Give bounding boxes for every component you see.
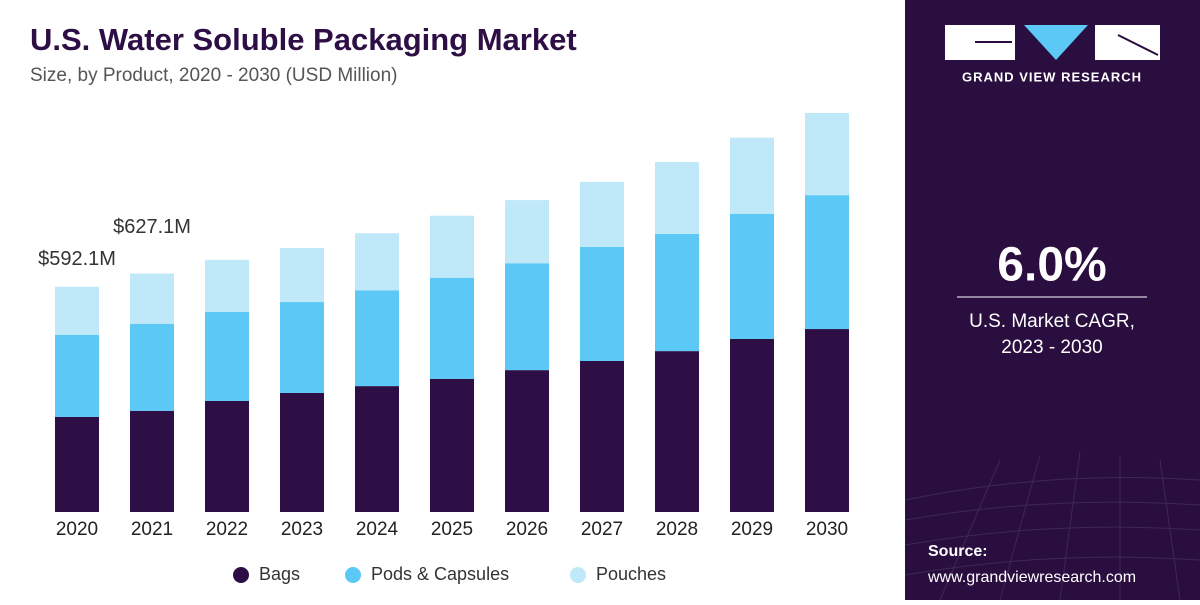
cagr-value: 6.0% — [997, 239, 1106, 292]
chart-subtitle: Size, by Product, 2020 - 2030 (USD Milli… — [30, 65, 398, 86]
bar-segment — [130, 410, 174, 512]
bar-segment — [130, 273, 174, 324]
legend-label: Bags — [259, 564, 300, 584]
bar-segment — [730, 213, 774, 339]
legend-marker — [233, 567, 249, 583]
logo-block — [1095, 25, 1160, 60]
bar-segment — [280, 392, 324, 512]
bar-segment — [205, 259, 249, 312]
source-title: Source: — [928, 543, 988, 560]
bar-segment — [280, 248, 324, 303]
logo-block — [1117, 34, 1159, 56]
bar-segment — [355, 290, 399, 387]
bar-segment — [55, 334, 99, 417]
bar-segment — [430, 378, 474, 512]
bar-segment — [655, 233, 699, 352]
sidebar — [905, 0, 1200, 600]
cagr-label: U.S. Market CAGR, — [969, 311, 1135, 332]
bar-segment — [55, 416, 99, 512]
bar-segment — [580, 360, 624, 512]
x-tick-label: 2024 — [356, 519, 399, 540]
bar-segment — [505, 200, 549, 264]
bar-segment — [430, 277, 474, 379]
bar-segment — [205, 311, 249, 401]
value-label: $627.1M — [113, 216, 191, 238]
x-tick-label: 2025 — [431, 519, 473, 540]
x-tick-label: 2020 — [56, 519, 98, 540]
bar-segment — [505, 370, 549, 512]
logo-block — [1024, 25, 1088, 60]
chart-title: U.S. Water Soluble Packaging Market — [30, 22, 577, 57]
x-tick-label: 2022 — [206, 519, 248, 540]
bar-segment — [580, 246, 624, 361]
x-tick-label: 2029 — [731, 519, 773, 540]
cagr-label: 2023 - 2030 — [1001, 337, 1102, 358]
bar-segment — [805, 195, 849, 330]
bar-segment — [505, 263, 549, 371]
bar-segment — [130, 323, 174, 411]
bar-segment — [730, 338, 774, 512]
brand-name: GRAND VIEW RESEARCH — [962, 69, 1142, 84]
bar-segment — [430, 215, 474, 278]
bar-segment — [730, 137, 774, 214]
bar-segment — [205, 400, 249, 512]
bar-segment — [55, 286, 99, 335]
bar-segment — [655, 162, 699, 234]
source-url: www.grandviewresearch.com — [927, 569, 1136, 586]
bar-segment — [280, 302, 324, 393]
x-tick-label: 2028 — [656, 519, 698, 540]
bar-segment — [655, 351, 699, 512]
bar-segment — [355, 386, 399, 512]
sidebar-grid — [904, 451, 1200, 601]
bar-segment — [355, 233, 399, 291]
bar-segment — [805, 113, 849, 196]
bar-segment — [580, 181, 624, 247]
value-label: $592.1M — [38, 248, 116, 270]
legend-label: Pods & Capsules — [371, 564, 509, 584]
legend-marker — [345, 567, 361, 583]
x-tick-label: 2030 — [806, 519, 848, 540]
x-tick-label: 2026 — [506, 519, 548, 540]
x-tick-label: 2027 — [581, 519, 623, 540]
x-tick-label: 2023 — [281, 519, 323, 540]
legend-label: Pouches — [596, 564, 666, 584]
legend-marker — [570, 567, 586, 583]
x-tick-label: 2021 — [131, 519, 173, 540]
logo — [945, 25, 1160, 60]
bar-segment — [805, 329, 849, 512]
